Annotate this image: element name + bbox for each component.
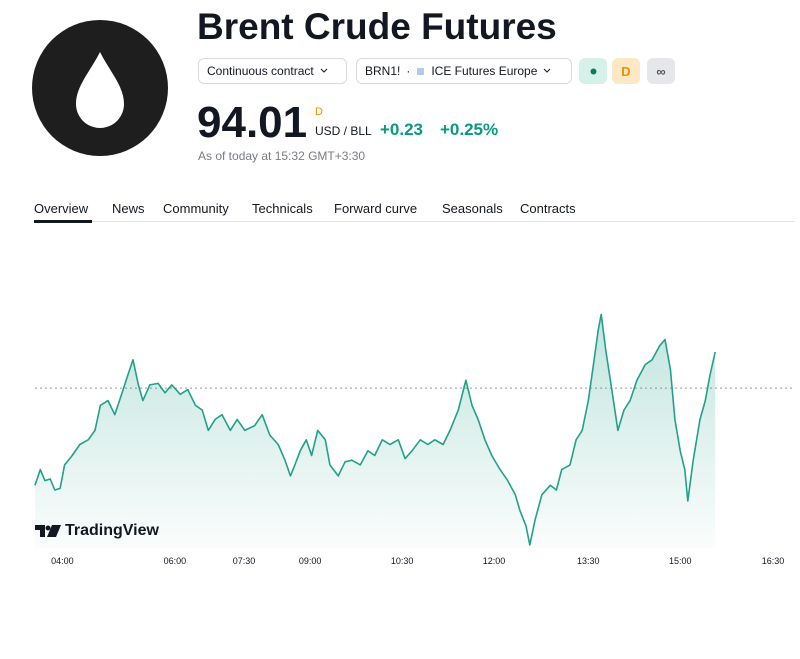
x-tick-label: 10:30 [391, 556, 414, 566]
currency-flag: D [315, 106, 323, 118]
tab[interactable]: News [112, 201, 145, 216]
branding-text: TradingView [65, 522, 159, 539]
unit: USD / BLL [315, 124, 372, 138]
title: Brent Crude Futures [197, 6, 557, 47]
x-tick-label: 04:00 [51, 556, 74, 566]
x-tick-label: 12:00 [483, 556, 506, 566]
timestamp: As of today at 15:32 GMT+3:30 [198, 149, 366, 163]
change-percent: +0.25% [440, 120, 499, 139]
area [35, 314, 716, 548]
x-tick-label: 16:30 [762, 556, 785, 566]
status-badge[interactable] [579, 58, 607, 84]
delay-badge[interactable]: D [612, 58, 640, 84]
price: 94.01 [197, 98, 308, 147]
x-tick-label: 07:30 [233, 556, 256, 566]
chart: 04:00 06:00 07:30 09:00 10:30 12:00 13:30 15:00… [34, 313, 795, 566]
session-badge[interactable]: ∞ [647, 58, 675, 84]
tab[interactable]: Community [163, 201, 229, 216]
x-tick-label: 09:00 [299, 556, 322, 566]
branding: TradingView [35, 522, 159, 540]
x-tick-label: 06:00 [164, 556, 187, 566]
symbol-logo [32, 20, 168, 156]
exchange: ICE Futures Europe [431, 64, 538, 78]
active-tab-underline [34, 220, 92, 223]
tab-divider [34, 221, 795, 222]
tab[interactable]: Seasonals [442, 201, 503, 216]
contract-button[interactable]: Continuous contract [198, 58, 347, 84]
symbol-button[interactable]: BRN1! · ICE Futures Europe [356, 58, 572, 84]
tab[interactable]: Overview [34, 201, 89, 216]
tab[interactable]: Contracts [520, 201, 576, 216]
price-line [34, 313, 716, 546]
button-label: Continuous contract [207, 64, 314, 78]
tab[interactable]: Technicals [252, 201, 313, 216]
x-tick-label: 13:30 [577, 556, 600, 566]
x-tick-label: 15:00 [669, 556, 692, 566]
change: +0.23 [380, 120, 424, 139]
tab[interactable]: Forward curve [334, 201, 418, 216]
symbol: BRN1! [365, 64, 401, 78]
